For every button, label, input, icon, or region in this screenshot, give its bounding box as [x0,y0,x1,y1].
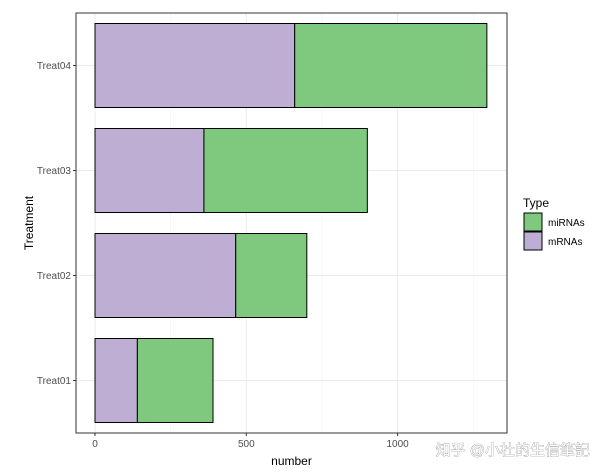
x-tick-label: 500 [238,439,255,450]
y-axis-title: Treatment [22,195,36,250]
bar-mRNAs-Treat03 [94,128,205,213]
bars [94,23,488,423]
watermark: 知乎 @小杜的生信筆記 [436,442,590,459]
plot-border [75,12,508,434]
bar-miRNAs-Treat02 [235,233,308,318]
legend: Type miRNAs mRNAs [523,196,585,251]
legend-label-miRNAs: miRNAs [548,218,585,229]
bar-miRNAs-Treat03 [203,128,368,213]
x-tick-label: 0 [92,439,98,450]
bar-miRNAs-Treat01 [136,338,214,423]
y-tick-label: Treat03 [37,166,72,177]
y-tick-label: Treat04 [37,61,72,72]
x-tick-label: 1000 [386,439,409,450]
y-axis-ticks: Treat01 Treat02 Treat03 Treat04 [37,61,76,387]
y-tick-label: Treat02 [37,271,72,282]
legend-title: Type [523,196,549,210]
x-axis-ticks: 0 500 1000 [92,433,409,450]
bar-mRNAs-Treat01 [94,338,138,423]
x-axis-title: number [271,454,312,468]
legend-key-miRNAs [523,212,543,232]
y-tick-label: Treat01 [37,376,72,387]
legend-key-mRNAs [523,231,543,251]
bar-miRNAs-Treat04 [294,23,488,108]
bar-mRNAs-Treat04 [94,23,296,108]
bar-mRNAs-Treat02 [94,233,237,318]
legend-label-mRNAs: mRNAs [548,237,582,248]
